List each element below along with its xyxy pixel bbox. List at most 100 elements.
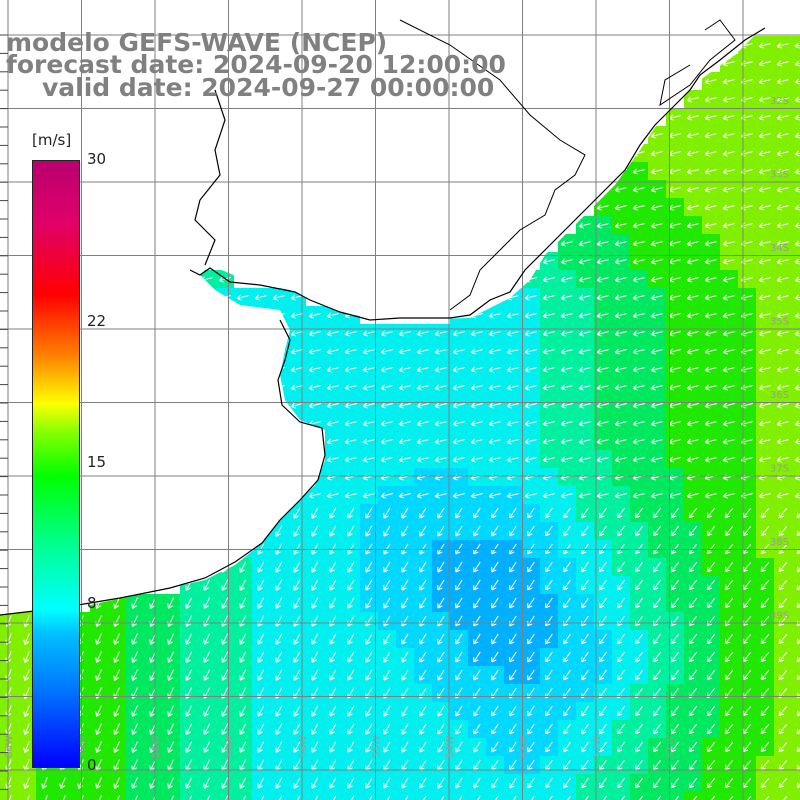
wind-arrow	[455, 777, 463, 789]
wind-arrow	[347, 669, 355, 681]
wind-arrow	[686, 456, 699, 463]
wind-arrow	[239, 633, 247, 645]
wind-arrow	[722, 150, 735, 157]
wind-arrow	[722, 132, 735, 139]
wind-cell	[702, 792, 720, 800]
wind-arrow	[760, 634, 770, 645]
wind-arrow	[419, 723, 427, 735]
wind-arrow	[722, 204, 735, 211]
forecast-date: forecast date: 2024-09-20 12:00:00	[6, 50, 506, 79]
wind-arrow	[560, 294, 573, 301]
wind-arrow	[724, 561, 734, 573]
wind-arrow	[776, 186, 789, 193]
wind-arrow	[509, 579, 517, 591]
wind-arrow	[545, 525, 553, 537]
wind-arrow	[203, 705, 211, 717]
wind-arrow	[794, 348, 800, 355]
wind-arrow	[293, 705, 301, 717]
wind-arrow	[758, 42, 771, 49]
wind-arrow	[506, 420, 519, 427]
wind-arrow	[419, 741, 427, 753]
wind-cell	[792, 576, 800, 594]
wind-arrow	[185, 651, 193, 663]
wind-arrow	[362, 366, 375, 373]
wind-arrow	[704, 222, 717, 229]
wind-arrow	[524, 294, 537, 301]
wind-arrow	[488, 348, 501, 355]
wind-cell	[792, 738, 800, 756]
wind-arrow	[272, 294, 285, 301]
wind-arrow	[326, 402, 339, 409]
wind-arrow	[652, 561, 661, 573]
wind-arrow	[670, 723, 679, 735]
wind-arrow	[563, 579, 571, 591]
wind-arrow	[365, 597, 373, 609]
wind-arrow	[416, 492, 429, 499]
wind-arrow	[362, 402, 375, 409]
wind-cell	[360, 792, 378, 800]
wind-cell	[324, 792, 342, 800]
wind-arrow	[365, 705, 373, 717]
wind-arrow	[131, 669, 138, 681]
wind-arrow	[724, 633, 734, 645]
wind-arrow	[794, 168, 800, 175]
wind-cell	[414, 792, 432, 800]
wind-arrow	[524, 312, 537, 319]
wind-arrow	[776, 384, 789, 391]
wind-arrow	[257, 651, 265, 663]
wind-arrow	[242, 795, 247, 800]
wind-arrow	[311, 705, 319, 717]
wind-arrow	[437, 525, 445, 537]
wind-arrow	[650, 348, 663, 355]
wind-arrow	[778, 508, 788, 519]
wind-arrow	[704, 168, 717, 175]
wind-arrow	[239, 723, 247, 735]
wind-arrow	[293, 723, 301, 735]
wind-arrow	[794, 312, 800, 319]
wind-arrow	[362, 384, 375, 391]
wind-arrow	[722, 276, 735, 283]
wind-arrow	[686, 96, 699, 103]
wind-cell	[180, 792, 198, 800]
wind-arrow	[670, 507, 679, 519]
wind-arrow	[167, 669, 175, 681]
wind-arrow	[650, 204, 663, 211]
colorbar-tick-22: 22	[87, 311, 107, 330]
wind-arrow	[560, 420, 573, 427]
wind-arrow	[650, 330, 663, 337]
wind-arrow	[704, 186, 717, 193]
wind-arrow	[706, 669, 716, 681]
wind-arrow	[599, 525, 607, 537]
wind-arrow	[688, 759, 698, 771]
wind-arrow	[578, 222, 591, 229]
wind-arrow	[652, 669, 661, 681]
wind-arrow	[599, 741, 607, 753]
wind-arrow	[506, 492, 519, 499]
wind-arrow	[491, 615, 499, 627]
wind-cell	[270, 792, 288, 800]
wind-arrow	[581, 579, 589, 591]
wind-arrow	[203, 777, 211, 789]
wind-arrow	[416, 366, 429, 373]
wind-arrow	[776, 312, 789, 319]
wind-arrow	[760, 562, 770, 573]
wind-arrow	[524, 492, 537, 499]
wind-cell	[792, 666, 800, 684]
lon-label: 57W	[225, 735, 236, 758]
wind-arrow	[365, 777, 373, 789]
wind-arrow	[8, 795, 12, 800]
wind-cell	[792, 594, 800, 612]
wind-arrow	[758, 78, 771, 85]
wind-arrow	[545, 597, 553, 609]
wind-cell	[90, 792, 108, 800]
wind-arrow	[131, 705, 138, 717]
wind-arrow	[239, 597, 247, 609]
wind-arrow	[347, 633, 355, 645]
wind-arrow	[724, 597, 734, 609]
wind-arrow	[491, 651, 499, 663]
wind-arrow	[524, 420, 537, 427]
wind-arrow	[470, 492, 483, 499]
wind-arrow	[116, 795, 120, 800]
wind-arrow	[383, 507, 391, 519]
wind-arrow	[581, 723, 589, 735]
